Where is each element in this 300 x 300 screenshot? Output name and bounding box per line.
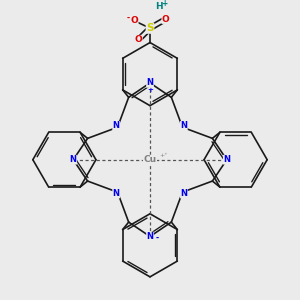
Text: H: H	[155, 2, 163, 11]
Text: N: N	[223, 155, 230, 164]
Text: +: +	[147, 87, 153, 93]
Text: N: N	[180, 121, 188, 130]
Text: Cu: Cu	[143, 155, 157, 164]
Text: O: O	[162, 15, 170, 24]
Text: -: -	[127, 14, 130, 22]
Text: O: O	[135, 35, 142, 44]
Text: N: N	[112, 189, 120, 198]
Text: -: -	[156, 234, 159, 243]
Text: O: O	[130, 16, 138, 25]
Text: N: N	[70, 155, 77, 164]
Text: +: +	[162, 0, 168, 8]
Text: N: N	[112, 121, 120, 130]
Text: S: S	[146, 23, 154, 33]
Text: +⁺: +⁺	[159, 153, 167, 158]
Text: N: N	[146, 78, 154, 87]
Text: N: N	[180, 189, 188, 198]
Text: N: N	[146, 232, 154, 241]
